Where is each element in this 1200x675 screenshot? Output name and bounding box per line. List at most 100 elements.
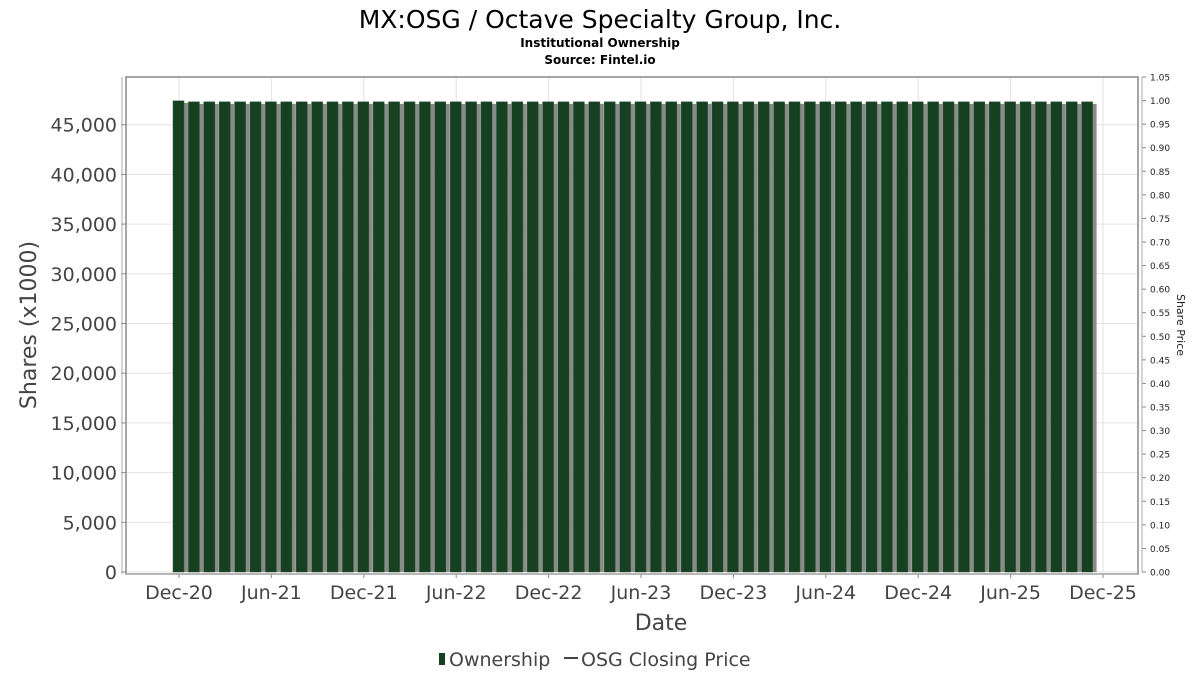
x-tick-label: Jun-23 [610, 582, 672, 604]
ownership-bar [172, 100, 185, 573]
ownership-bar [188, 101, 200, 573]
ownership-bar [326, 101, 339, 573]
ownership-bar [927, 101, 939, 573]
ownership-bar [804, 101, 816, 573]
y2-tick-label: 0.15 [1150, 498, 1170, 508]
y2-tick-label: 0.65 [1150, 262, 1170, 272]
ownership-bar [696, 101, 708, 573]
ownership-bar [1035, 101, 1047, 573]
x-tick-label: Dec-22 [515, 582, 583, 604]
y2-tick-label: 1.00 [1150, 97, 1170, 107]
y-tick-label: 5,000 [63, 512, 117, 534]
x-tick-label: Dec-25 [1069, 582, 1137, 604]
legend-ownership-label: Ownership [449, 649, 550, 671]
ownership-bar [788, 101, 801, 573]
ownership-bar [1019, 101, 1032, 573]
y-tick-label: 35,000 [51, 214, 117, 236]
ownership-bar [988, 101, 1001, 573]
legend-price-label: OSG Closing Price [581, 649, 751, 671]
y2-tick-label: 1.05 [1150, 74, 1170, 84]
ownership-bar [295, 101, 308, 573]
ownership-bar [573, 101, 585, 573]
ownership-bar [1050, 101, 1063, 573]
ownership-bar [265, 101, 277, 573]
ownership-bar [496, 101, 508, 573]
ownership-bar [588, 101, 601, 573]
y-tick-label: 30,000 [51, 264, 117, 286]
x-tick-label: Jun-24 [794, 582, 856, 604]
chart-source: Source: Fintel.io [544, 53, 655, 67]
ownership-bar [557, 101, 570, 573]
x-tick-label: Dec-21 [330, 582, 398, 604]
ownership-bar [742, 101, 755, 573]
ownership-bar [757, 101, 770, 573]
ownership-bar [1065, 101, 1078, 573]
y-tick-label: 10,000 [51, 463, 117, 485]
ownership-bar [773, 101, 785, 573]
y2-tick-label: 0.85 [1150, 168, 1170, 178]
y2-tick-label: 0.40 [1150, 380, 1170, 390]
ownership-bar [1004, 101, 1016, 573]
ownership-bar [1081, 101, 1093, 573]
ownership-bar [403, 101, 416, 573]
y2-tick-label: 0.30 [1150, 427, 1170, 437]
y2-tick-label: 0.45 [1150, 356, 1170, 366]
y2-axis-label: Share Price [1174, 294, 1187, 356]
ownership-bar [650, 101, 662, 573]
ownership-bar [865, 101, 878, 573]
y-axis-label: Shares (x1000) [17, 241, 42, 409]
ownership-bar [911, 101, 924, 573]
ownership-bar [665, 101, 678, 573]
ownership-bar [958, 101, 970, 573]
ownership-bar [465, 101, 477, 573]
ownership-bar [372, 101, 385, 573]
ownership-bar [449, 101, 462, 573]
ownership-bar [218, 101, 231, 573]
y-tick-label: 45,000 [51, 115, 117, 137]
y-tick-label: 25,000 [51, 314, 117, 336]
x-tick-label: Jun-22 [425, 582, 487, 604]
ownership-bar [511, 101, 524, 573]
ownership-bar [480, 101, 493, 573]
ownership-bar [711, 101, 724, 573]
ownership-bar [881, 101, 893, 573]
y-tick-label: 40,000 [51, 164, 117, 186]
y2-tick-label: 0.60 [1150, 286, 1170, 296]
y2-tick-label: 0.75 [1150, 215, 1170, 225]
y2-tick-label: 0.10 [1150, 521, 1170, 531]
ownership-bar [727, 101, 739, 573]
ownership-bar [603, 101, 616, 573]
ownership-bar [249, 101, 262, 573]
ownership-bar [834, 101, 847, 573]
y2-tick-label: 0.05 [1150, 545, 1170, 555]
ownership-bar [434, 101, 447, 573]
ownership-bar [357, 101, 370, 573]
x-tick-label: Dec-20 [145, 582, 213, 604]
y2-tick-label: 0.35 [1150, 404, 1170, 414]
ownership-bar [896, 101, 909, 573]
y-tick-label: 0 [105, 562, 117, 584]
chart-title: MX:OSG / Octave Specialty Group, Inc. [359, 5, 842, 34]
ownership-bar [203, 101, 216, 573]
x-tick-label: Dec-23 [699, 582, 767, 604]
x-tick-label: Jun-25 [979, 582, 1041, 604]
ownership-bar [542, 101, 554, 573]
ownership-bar [526, 101, 539, 573]
ownership-bar [680, 101, 693, 573]
y2-tick-label: 0.55 [1150, 309, 1170, 319]
y2-tick-label: 0.20 [1150, 474, 1170, 484]
ownership-bar [634, 101, 647, 573]
ownership-bar [819, 101, 832, 573]
y2-tick-label: 0.95 [1150, 121, 1170, 131]
ownership-bar [311, 101, 323, 573]
y2-tick-label: 0.70 [1150, 239, 1170, 249]
ownership-bar [342, 101, 354, 573]
y2-tick-label: 0.90 [1150, 144, 1170, 154]
ownership-bar [973, 101, 986, 573]
y2-tick-label: 0.50 [1150, 333, 1170, 343]
y2-tick-label: 0.00 [1150, 569, 1170, 579]
x-tick-label: Dec-24 [884, 582, 952, 604]
ownership-bar [850, 101, 862, 573]
